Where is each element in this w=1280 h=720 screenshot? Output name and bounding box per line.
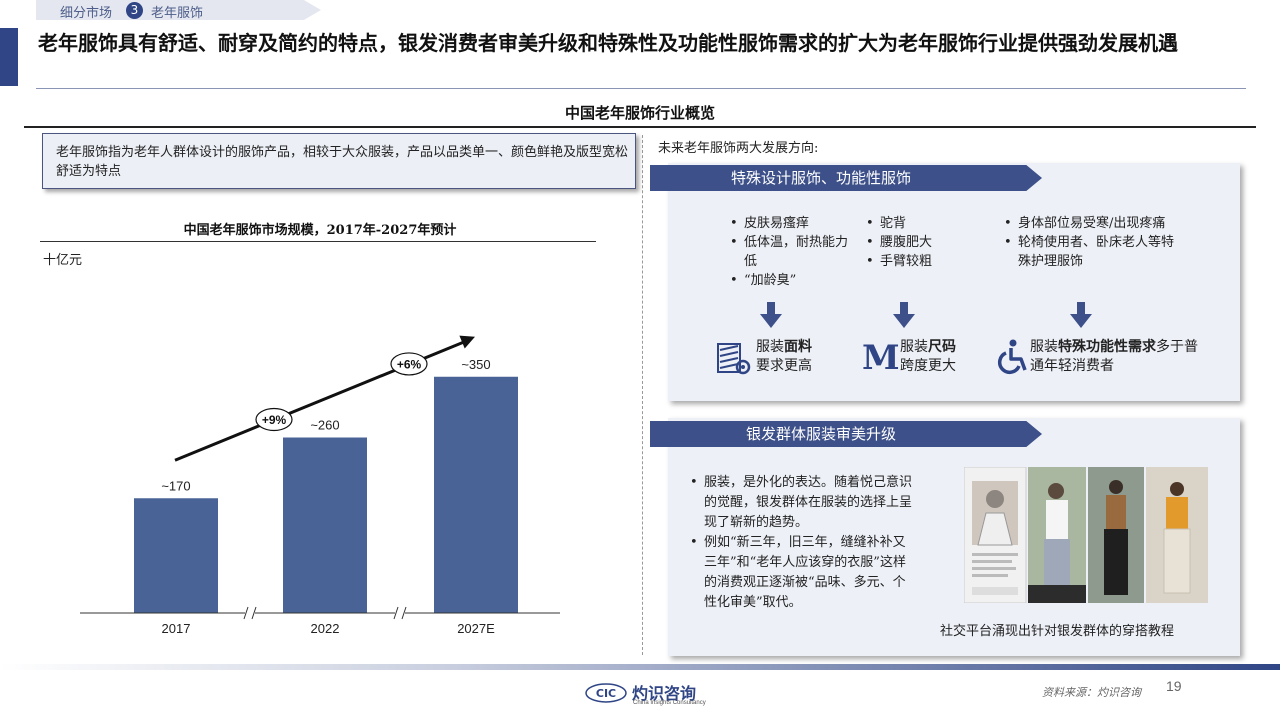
cic-logo-icon: CIC xyxy=(585,683,627,703)
feature-size: 服装尺码跨度更大 xyxy=(900,338,1000,376)
feature-highlight: 特殊功能性需求 xyxy=(1058,339,1156,355)
bar-2022 xyxy=(283,437,367,613)
breadcrumb-topic: 老年服饰 xyxy=(151,6,204,21)
list-item: 例如“新三年，旧三年，缝缝补补又三年”和“老年人应该穿的衣服”这样的消费观正逐渐… xyxy=(690,533,915,613)
chart-title: 中国老年服饰市场规模，2017年-2027年预计 xyxy=(183,223,457,238)
overview-divider xyxy=(24,126,1256,128)
axis-break-gap xyxy=(245,607,255,619)
list-item: 轮椅使用者、卧床老人等特殊护理服饰 xyxy=(1004,233,1184,271)
market-size-chart: ~170 2017 ~260 2022 ~350 2027E +9% +6% xyxy=(80,335,560,636)
axis-break-mark xyxy=(251,606,257,620)
page-number: 19 xyxy=(1166,678,1182,694)
axis-break-mark xyxy=(393,606,399,620)
axis-break-mark xyxy=(401,606,407,620)
list-item: 驼背 xyxy=(866,214,976,233)
source-note: 资料来源：灼识咨询 xyxy=(1042,686,1141,699)
footer-band xyxy=(0,664,1280,670)
list-item: 腰腹肥大 xyxy=(866,233,976,252)
list-item: 皮肤易瘙痒 xyxy=(730,214,855,233)
data-label-2017: ~170 xyxy=(161,478,190,493)
growth-badge xyxy=(255,407,293,432)
direction-title-aesthetic: 银发群体服装审美升级 xyxy=(745,425,896,443)
feature-text: 多于普通年轻消费者 xyxy=(1030,339,1198,374)
feature-text: 跨度更大 xyxy=(900,358,956,374)
title-divider xyxy=(36,88,1246,89)
growth-label: +9% xyxy=(262,413,287,427)
bar-2027E xyxy=(434,376,518,613)
title-accent-bar xyxy=(0,28,18,86)
arrow-down-icon xyxy=(893,302,915,328)
arrow-down-icon xyxy=(760,302,782,328)
page-title: 老年服饰具有舒适、耐穿及简约的特点，银发消费者审美升级和特殊性及功能性服饰需求的… xyxy=(38,31,1178,55)
list-item: 服装，是外化的表达。随着悦己意识的觉醒，银发群体在服装的选择上呈现了崭新的趋势。 xyxy=(690,473,915,533)
column-divider xyxy=(642,135,643,655)
feature-highlight: 尺码 xyxy=(928,339,956,355)
aesthetic-bullets: 服装，是外化的表达。随着悦己意识的觉醒，银发群体在服装的选择上呈现了崭新的趋势。… xyxy=(690,473,915,613)
photo-caption: 社交平台涌现出针对银发群体的穿搭教程 xyxy=(940,624,1175,639)
fabric-roll-icon xyxy=(717,343,751,375)
growth-badge xyxy=(390,352,428,376)
feature-text: 服装 xyxy=(756,339,784,355)
breadcrumb xyxy=(36,0,321,20)
logo-mark: CIC xyxy=(596,687,616,700)
feature-text: 服装 xyxy=(1030,339,1058,355)
needs-list-skin: 皮肤易瘙痒 低体温，耐热能力低 “加龄臭” xyxy=(730,214,855,290)
list-item: 手臂较粗 xyxy=(866,252,976,271)
overview-title: 中国老年服饰行业概览 xyxy=(564,104,715,122)
data-label-2022: ~260 xyxy=(310,418,339,433)
list-item: “加龄臭” xyxy=(730,271,855,290)
direction-ribbon-functional: 特殊设计服饰、功能性服饰 xyxy=(650,165,1042,191)
wheelchair-icon xyxy=(998,339,1027,374)
definition-text: 老年服饰指为老年人群体设计的服饰产品，相较于大众服装，产品以品类单一、颜色鲜艳及… xyxy=(56,145,629,179)
bar-2017 xyxy=(134,498,218,613)
feature-fabric: 服装面料要求更高 xyxy=(756,338,866,376)
feature-special-function: 服装特殊功能性需求多于普通年轻消费者 xyxy=(1030,338,1200,376)
trend-arrow-head xyxy=(459,335,475,349)
list-item: 身体部位易受寒/出现疼痛 xyxy=(1004,214,1184,233)
feature-highlight: 面料 xyxy=(784,339,812,355)
growth-label: +6% xyxy=(397,357,422,371)
direction-title-functional: 特殊设计服饰、功能性服饰 xyxy=(730,169,911,187)
tick-label-2027E: 2027E xyxy=(457,621,495,636)
chart-title-divider xyxy=(40,241,596,242)
breadcrumb-number-badge: 3 xyxy=(126,2,143,19)
future-directions-label: 未来老年服饰两大发展方向: xyxy=(658,141,819,156)
logo-english-name: China Insights Consultancy xyxy=(633,700,706,706)
needs-list-special: 身体部位易受寒/出现疼痛 轮椅使用者、卧床老人等特殊护理服饰 xyxy=(1004,214,1184,271)
size-m-icon: M xyxy=(862,338,900,378)
chart-unit: 十亿元 xyxy=(43,253,83,268)
axis-break-mark xyxy=(243,606,249,620)
tick-label-2022: 2022 xyxy=(311,621,340,636)
fashion-photos xyxy=(964,467,1208,603)
definition-box xyxy=(42,133,636,189)
feature-text: 要求更高 xyxy=(756,358,812,374)
needs-list-body: 驼背 腰腹肥大 手臂较粗 xyxy=(866,214,976,271)
tick-label-2017: 2017 xyxy=(162,621,191,636)
direction-ribbon-aesthetic: 银发群体服装审美升级 xyxy=(650,421,1042,447)
feature-text: 服装 xyxy=(900,339,928,355)
breadcrumb-section: 细分市场 xyxy=(60,6,113,21)
logo-chinese-name: 灼识咨询 xyxy=(632,684,697,703)
axis-break-gap xyxy=(395,607,405,619)
arrow-down-icon xyxy=(1070,302,1092,328)
data-label-2027E: ~350 xyxy=(461,357,490,372)
list-item: 低体温，耐热能力低 xyxy=(730,233,855,271)
